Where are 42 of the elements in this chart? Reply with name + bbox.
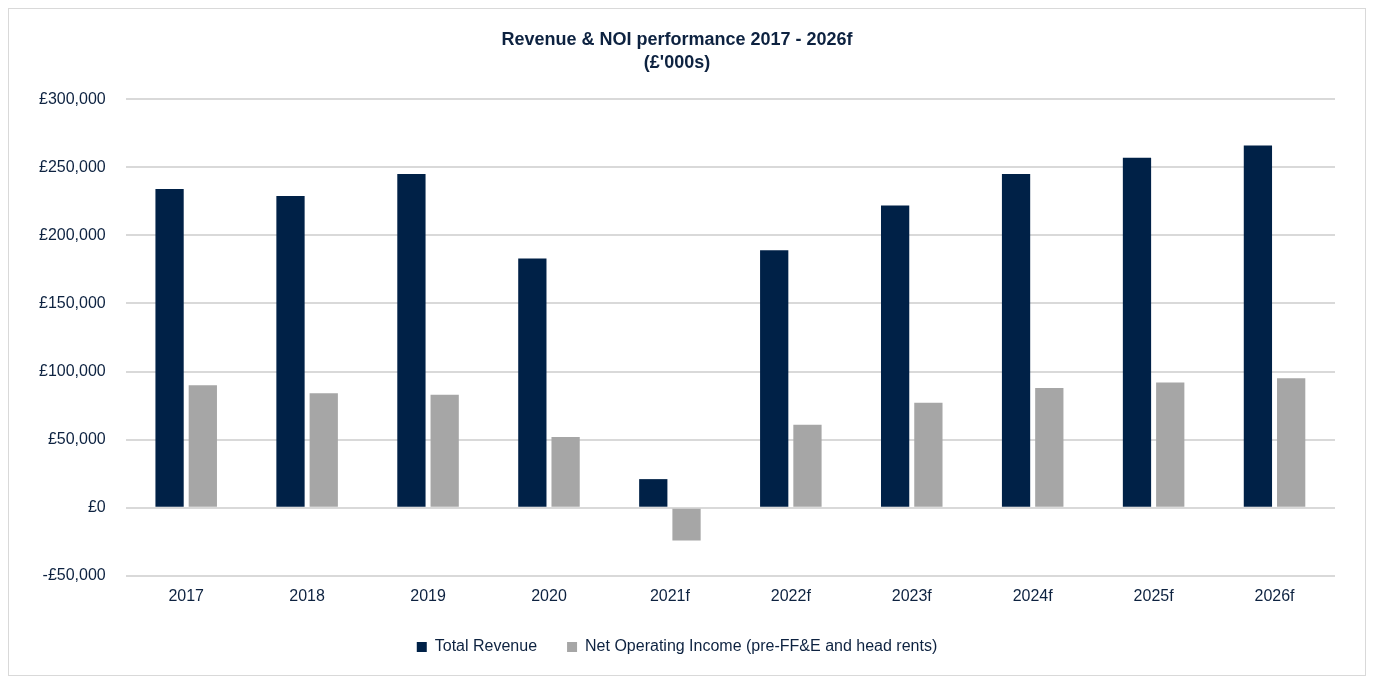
bar	[881, 205, 910, 507]
x-tick-label: 2021f	[649, 586, 691, 604]
y-tick-label: £300,000	[39, 89, 106, 107]
bar	[397, 174, 426, 507]
chart-subtitle: (£'000s)	[643, 52, 711, 73]
bar	[1001, 174, 1031, 507]
y-tick-label: £200,000	[39, 225, 106, 243]
x-tick-label: 2026f	[1254, 586, 1296, 604]
bar	[155, 189, 184, 507]
y-tick-label: £250,000	[39, 157, 106, 175]
bar	[914, 402, 943, 507]
bar	[276, 195, 305, 507]
bar	[1035, 387, 1064, 507]
x-tick-label: 2024f	[1012, 586, 1054, 604]
bar	[1277, 378, 1306, 507]
x-tick-label: 2023f	[891, 586, 933, 604]
legend-label: Total Revenue	[434, 637, 538, 655]
x-tick-label: 2025f	[1133, 586, 1175, 604]
x-tick-label: 2019	[410, 586, 446, 604]
x-tick-label: 2018	[289, 586, 326, 604]
x-tick-label: 2017	[168, 586, 205, 604]
y-tick-label: £150,000	[39, 293, 106, 311]
y-tick-label: £50,000	[47, 430, 106, 448]
bar	[309, 393, 338, 507]
bar	[1243, 145, 1273, 507]
bar	[188, 385, 217, 507]
legend-label: Net Operating Income (pre-FF&E and head rents)	[585, 637, 938, 655]
bar	[518, 258, 547, 507]
y-tick-label: £0	[87, 498, 106, 516]
bar	[639, 479, 668, 507]
bar	[1156, 382, 1185, 507]
y-tick-label: £100,000	[39, 361, 106, 379]
chart-title: Revenue & NOI performance 2017 - 2026f	[501, 28, 854, 49]
y-tick-label: -£50,000	[42, 566, 106, 584]
bar	[793, 424, 822, 507]
x-tick-label: 2020	[531, 586, 567, 604]
bar	[551, 436, 580, 507]
bar	[672, 508, 701, 541]
bar	[1122, 157, 1152, 507]
bar	[430, 394, 459, 507]
bar	[760, 250, 789, 507]
x-tick-label: 2022f	[770, 586, 812, 604]
